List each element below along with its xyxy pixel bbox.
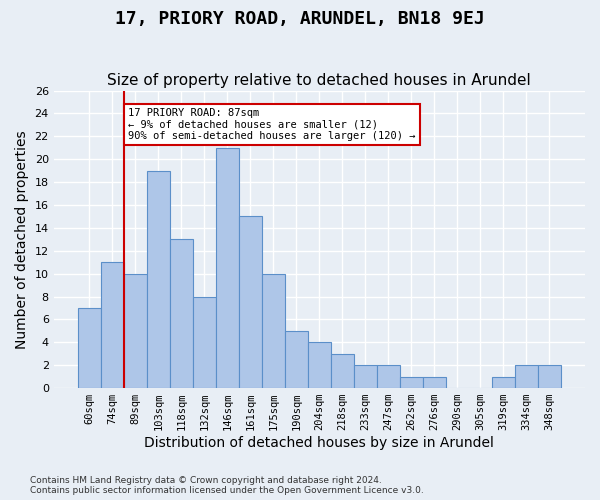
Bar (538, 365, 561, 388)
Y-axis label: Number of detached properties: Number of detached properties (15, 130, 29, 348)
Bar (147, 170, 170, 388)
Bar (216, 148, 239, 388)
Bar (308, 342, 331, 388)
Bar (400, 376, 423, 388)
X-axis label: Distribution of detached houses by size in Arundel: Distribution of detached houses by size … (145, 436, 494, 450)
Text: Contains HM Land Registry data © Crown copyright and database right 2024.
Contai: Contains HM Land Registry data © Crown c… (30, 476, 424, 495)
Bar (377, 365, 400, 388)
Bar (239, 216, 262, 388)
Bar (423, 376, 446, 388)
Bar (124, 274, 147, 388)
Title: Size of property relative to detached houses in Arundel: Size of property relative to detached ho… (107, 73, 531, 88)
Bar (170, 240, 193, 388)
Bar (101, 262, 124, 388)
Text: 17, PRIORY ROAD, ARUNDEL, BN18 9EJ: 17, PRIORY ROAD, ARUNDEL, BN18 9EJ (115, 10, 485, 28)
Bar (515, 365, 538, 388)
Bar (492, 376, 515, 388)
Bar (331, 354, 354, 388)
Bar (78, 308, 101, 388)
Bar (354, 365, 377, 388)
Bar (285, 331, 308, 388)
Bar (193, 296, 216, 388)
Text: 17 PRIORY ROAD: 87sqm
← 9% of detached houses are smaller (12)
90% of semi-detac: 17 PRIORY ROAD: 87sqm ← 9% of detached h… (128, 108, 416, 141)
Bar (262, 274, 285, 388)
